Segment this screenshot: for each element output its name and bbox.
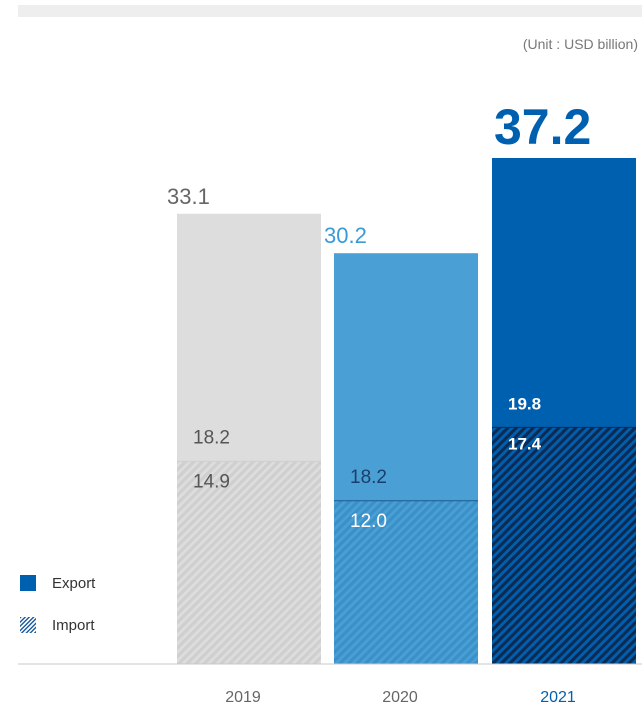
x-tick-label-2021: 2021: [540, 689, 576, 706]
bar-import-2021: [492, 427, 636, 664]
bar-import-2019: [177, 461, 321, 664]
unit-label: (Unit : USD billion): [522, 36, 638, 52]
export-swatch-icon: [20, 575, 36, 591]
bar-export-2019: [177, 213, 321, 462]
total-label-2019: 33.1: [167, 184, 210, 209]
import-swatch-icon: [20, 617, 36, 633]
bar-export-2020: [334, 253, 478, 501]
bar-import-2020: [334, 500, 478, 664]
legend-label-import: Import: [52, 616, 95, 634]
total-label-2021: 37.2: [494, 99, 591, 155]
value-label-import-2020: 12.0: [350, 511, 387, 532]
total-label-2020: 30.2: [324, 223, 367, 248]
value-label-export-2021: 19.8: [508, 394, 541, 413]
legend-item-export: Export: [20, 572, 95, 594]
x-tick-label-2020: 2020: [382, 689, 418, 706]
value-label-export-2019: 18.2: [193, 427, 230, 448]
value-label-export-2020: 18.2: [350, 467, 387, 488]
value-label-import-2019: 14.9: [193, 471, 230, 492]
legend-label-export: Export: [52, 574, 96, 592]
value-label-import-2021: 17.4: [508, 434, 542, 453]
header-band: [18, 5, 642, 17]
legend-item-import: Import: [20, 614, 95, 636]
bar-export-2021: [492, 158, 636, 428]
legend: Export Import: [20, 572, 95, 656]
x-tick-label-2019: 2019: [225, 689, 261, 706]
